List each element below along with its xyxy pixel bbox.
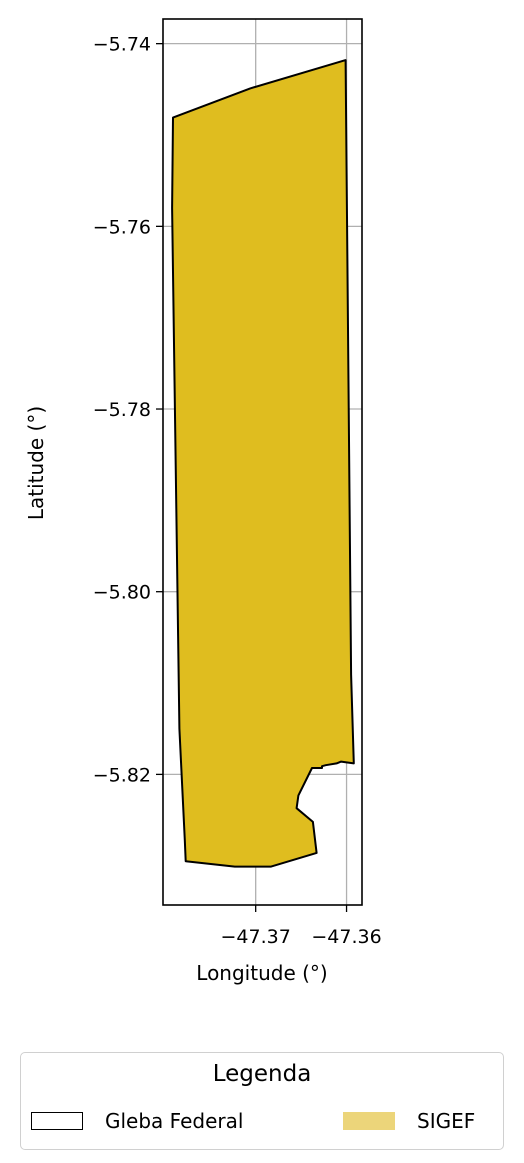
y-axis-label: Latitude (°) <box>24 406 48 520</box>
legend-entry-gleba-federal: Gleba Federal <box>31 1106 243 1136</box>
y-tick-label: −5.80 <box>93 582 151 604</box>
x-axis-label: Longitude (°) <box>196 961 327 985</box>
y-tick-label: −5.76 <box>93 216 151 238</box>
sigef-swatch <box>343 1112 395 1130</box>
x-tick-label: −47.36 <box>311 926 381 948</box>
y-tick-label: −5.78 <box>93 399 151 421</box>
legend-label-gleba-federal: Gleba Federal <box>105 1109 243 1133</box>
gleba-federal-swatch <box>31 1112 83 1130</box>
legend-entry-sigef: SIGEF <box>343 1106 475 1136</box>
y-tick-label: −5.74 <box>93 34 151 56</box>
legend: Legenda Gleba Federal SIGEF <box>20 1052 504 1150</box>
legend-title: Legenda <box>21 1061 503 1087</box>
x-tick-label: −47.37 <box>221 926 291 948</box>
y-tick-label: −5.82 <box>93 764 151 786</box>
legend-label-sigef: SIGEF <box>417 1109 475 1133</box>
sigef-parcel-polygon <box>172 60 354 867</box>
